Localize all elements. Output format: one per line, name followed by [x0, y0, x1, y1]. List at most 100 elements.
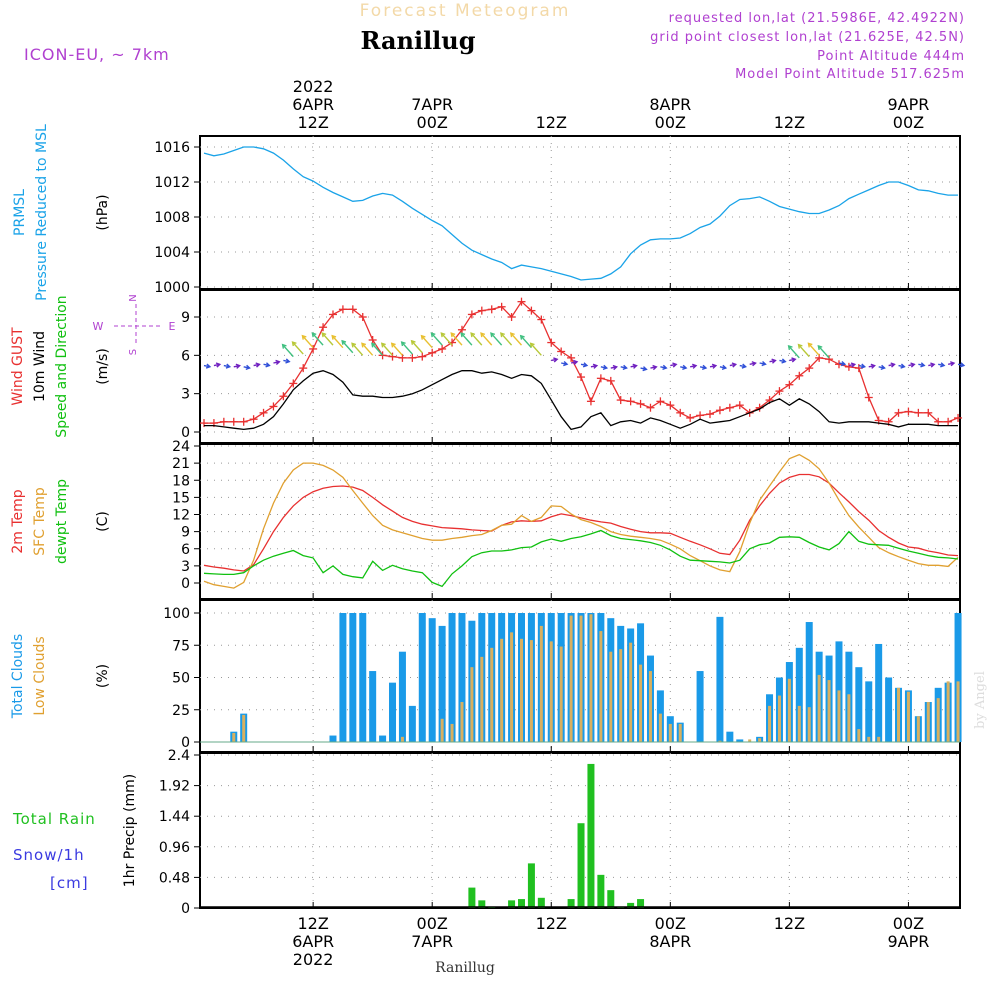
panel-precip: 0 0.48 0.96 1.44 1.92 2.4 Total Rain Snow/1h [cm… [12, 748, 961, 917]
bar-total-clouds [369, 671, 377, 742]
y-axis-label: dewpt Temp [54, 479, 70, 564]
gust-marker [706, 410, 715, 419]
wind-arrow-shaft [530, 342, 542, 356]
wind-direction-arrow [729, 362, 738, 368]
unit-label: (C) [95, 511, 111, 532]
gust-marker [467, 310, 476, 319]
bar-low-clouds [579, 615, 583, 742]
wind-arrow-shaft [351, 342, 364, 356]
wind-arrow-head [870, 363, 876, 369]
top-time-label: 9APR [887, 95, 929, 114]
bar-total-clouds [418, 613, 426, 742]
bar-low-clouds [857, 729, 861, 742]
wind-direction-arrow [690, 363, 698, 369]
bar-total-clouds [875, 643, 883, 742]
point-altitude: Point Altitude 444m [817, 49, 965, 64]
gust-marker [418, 352, 427, 361]
top-time-label: 00Z [417, 113, 448, 132]
wind-arrow-head [380, 342, 386, 348]
wind-direction-arrow [789, 357, 797, 363]
bar-low-clouds [519, 638, 523, 742]
unit-label: 1hr Precip (mm) [122, 774, 138, 887]
wind-arrow-head [281, 343, 287, 349]
bar-low-clouds [242, 714, 246, 742]
wind-arrow-head [940, 362, 946, 368]
gust-marker [517, 297, 526, 306]
gust-marker [944, 417, 953, 426]
bar-low-clouds [748, 739, 752, 742]
wind-direction-arrow [868, 363, 876, 369]
compass-e: E [169, 320, 176, 333]
bar-total-clouds [389, 682, 397, 742]
series-line-wind-gust [204, 300, 959, 424]
gust-marker [239, 417, 248, 426]
wind-direction-arrow [590, 363, 599, 369]
gust-marker [715, 406, 724, 415]
wind-arrow-head [612, 364, 618, 371]
y-tick-label: 75 [172, 638, 190, 654]
wind-arrow-head [751, 361, 757, 367]
bar-low-clouds [668, 723, 672, 742]
wind-arrow-shaft [807, 342, 820, 356]
wind-direction-arrow [371, 342, 384, 356]
gust-marker [319, 323, 328, 332]
gust-marker [834, 360, 843, 369]
bar-low-clouds [470, 667, 474, 742]
y-tick-label: 9 [181, 310, 190, 326]
gust-marker [299, 364, 308, 373]
wind-arrow-shaft [321, 332, 334, 346]
gust-marker [795, 371, 804, 380]
wind-direction-arrow [529, 342, 542, 356]
gust-marker [279, 392, 288, 401]
bar-low-clouds [639, 664, 643, 742]
series-line-dewpt-temp [203, 529, 959, 588]
wind-direction-arrow [311, 332, 324, 346]
gust-marker [557, 347, 566, 356]
wind-arrow-head [662, 364, 668, 371]
snow-label: Snow/1h [13, 846, 85, 864]
wind-direction-arrow [817, 344, 830, 359]
wind-arrow-head [351, 342, 357, 348]
y-tick-label: 18 [172, 473, 190, 489]
wind-direction-arrow [243, 364, 251, 371]
wind-direction-arrow [283, 358, 291, 364]
bar-low-clouds [450, 723, 454, 742]
wind-arrow-shaft [341, 340, 354, 354]
gust-marker [596, 374, 605, 383]
y-tick-label: 1.44 [159, 809, 190, 825]
gust-marker [894, 408, 903, 417]
wind-arrow-shaft [411, 340, 423, 354]
y-tick-label: 12 [172, 508, 190, 524]
y-axis-label: Speed and Direction [54, 295, 70, 437]
bar-total-clouds [736, 739, 744, 742]
gust-marker [537, 315, 546, 324]
wind-direction-arrow [739, 363, 747, 369]
top-time-label: 6APR [292, 95, 334, 114]
wind-arrow-head [771, 358, 777, 364]
top-time-label: 00Z [655, 113, 686, 132]
y-tick-label: 9 [181, 525, 190, 541]
gust-marker [904, 407, 913, 416]
y-axis-label: Low Clouds [32, 636, 48, 715]
bar-low-clouds [658, 713, 662, 742]
wind-direction-arrow [640, 366, 648, 372]
wind-arrow-head [761, 360, 767, 367]
bar-low-clouds [817, 674, 821, 742]
y-axis-label: 2m Temp [10, 489, 26, 553]
wind-direction-arrow [519, 334, 532, 349]
gust-marker [656, 397, 665, 406]
bar-total-clouds [458, 613, 466, 742]
gust-marker [567, 353, 576, 362]
bar-low-clouds [549, 641, 553, 742]
bar-total-clouds [379, 735, 387, 742]
y-tick-label: 15 [172, 490, 190, 506]
bar-total-clouds [408, 705, 416, 742]
wind-arrow-head [721, 364, 728, 371]
bar-low-clouds [678, 723, 682, 742]
y-axis-label: Wind GUST [10, 327, 26, 406]
gust-marker [309, 344, 318, 353]
gust-marker [914, 408, 923, 417]
bar-total-clouds [885, 677, 893, 742]
